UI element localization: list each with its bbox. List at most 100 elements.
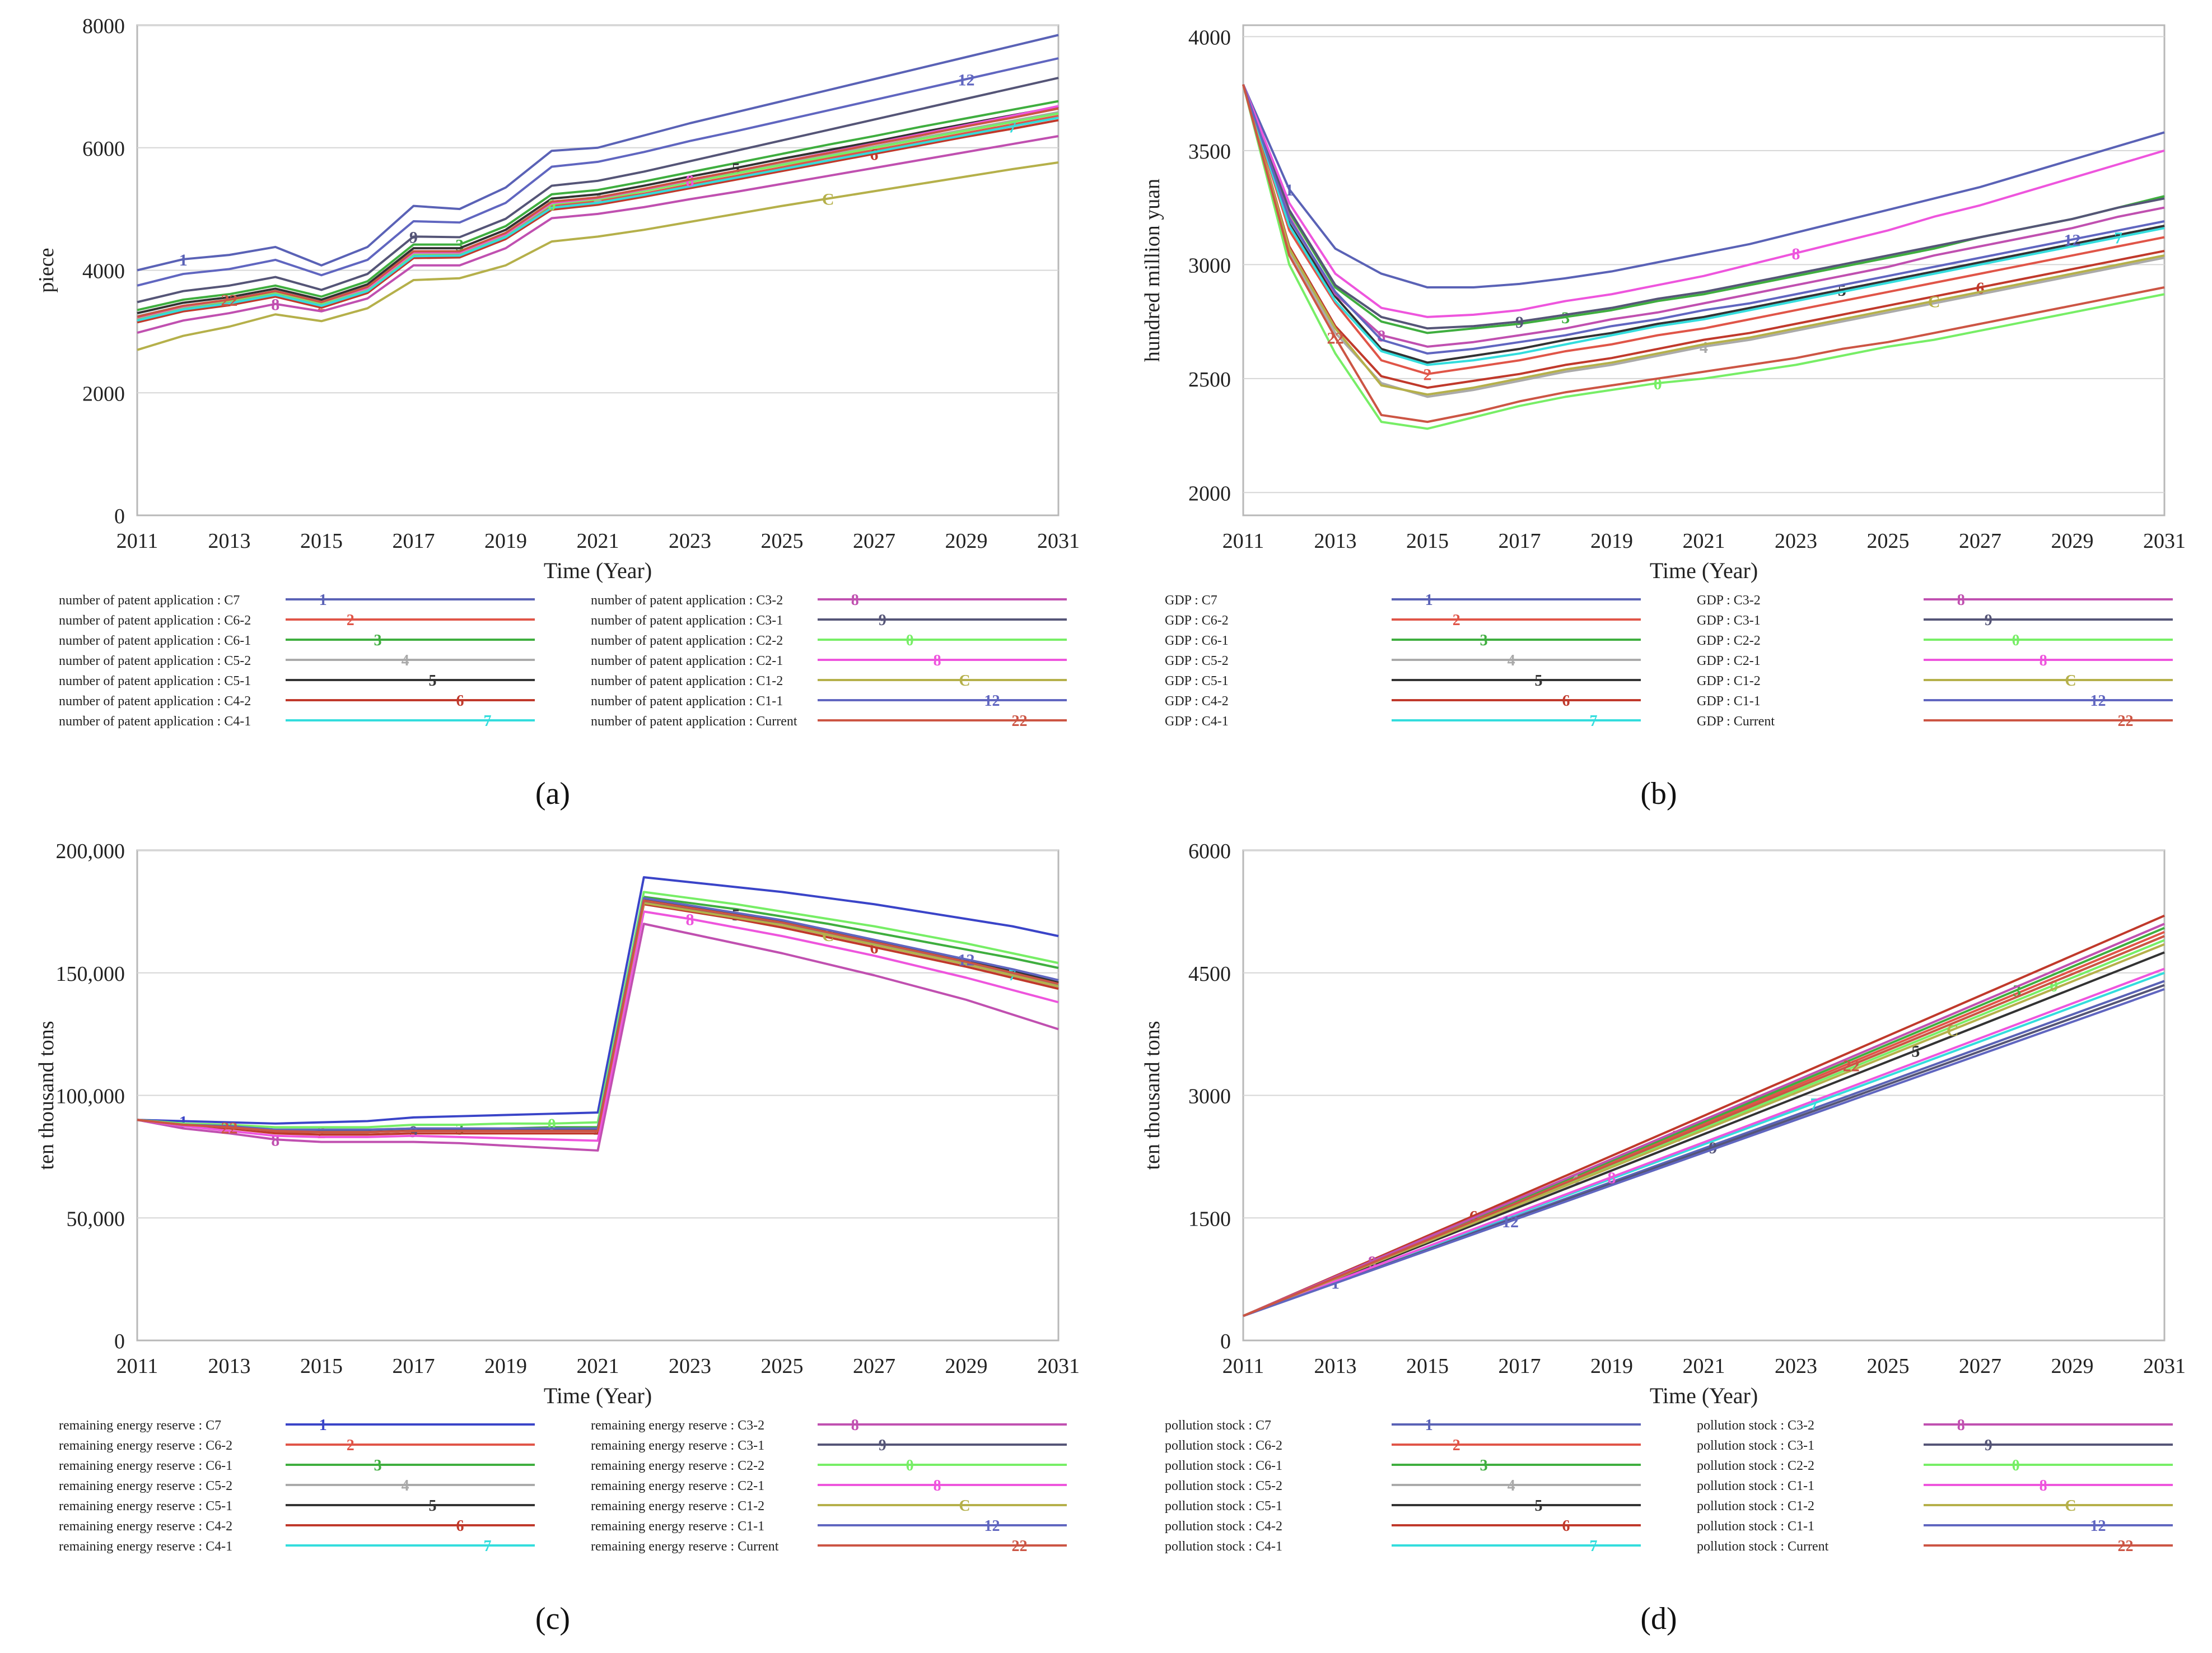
series-marker: 8 xyxy=(271,1131,279,1149)
y-tick-label: 150,000 xyxy=(56,962,125,986)
legend-marker: 8 xyxy=(1957,592,1965,609)
series-line-c2-2 xyxy=(137,891,1059,1129)
x-axis-label: Time (Year) xyxy=(1650,1383,1758,1408)
panel-a: 0 2000 4000 6000 8000 2011 2013 2015 2017 2019 202… xyxy=(0,0,1106,828)
panel-label: (c) xyxy=(535,1601,570,1636)
legend-label: remaining energy reserve : Current xyxy=(591,1539,779,1554)
legend-label: number of patent application : C5-2 xyxy=(59,654,251,668)
x-tick-label: 2031 xyxy=(2143,1354,2186,1378)
legend-label: pollution stock : C2-2 xyxy=(1697,1459,1814,1473)
y-tick-label: 6000 xyxy=(1188,840,1231,863)
x-tick-label: 2023 xyxy=(669,529,711,553)
x-tick-label: 2017 xyxy=(393,1354,435,1378)
y-tick-label: 1500 xyxy=(1188,1207,1231,1231)
x-tick-label: 2013 xyxy=(208,1354,251,1378)
y-axis-label: piece xyxy=(35,248,58,292)
series-line-c1-2 xyxy=(1243,943,2165,1317)
legend-label: GDP : C5-1 xyxy=(1165,674,1229,688)
series-line-c7 xyxy=(1242,84,2165,289)
legend-label: remaining energy reserve : C4-1 xyxy=(59,1539,232,1554)
x-tick-label: 2029 xyxy=(945,1354,988,1378)
legend-label: GDP : C3-2 xyxy=(1697,593,1761,608)
legend-marker: 22 xyxy=(2117,713,2133,730)
series-line-c7 xyxy=(137,34,1059,272)
legend-marker: 6 xyxy=(456,1517,464,1535)
x-tick-label: 2029 xyxy=(945,529,988,553)
series-line-c2-1 xyxy=(1242,84,2165,318)
legend-label: GDP : C6-1 xyxy=(1165,634,1229,648)
legend-marker: 8 xyxy=(2040,652,2047,669)
legend-label: GDP : C6-2 xyxy=(1165,613,1229,628)
legend-label: number of patent application : C4-1 xyxy=(59,714,251,729)
legend-marker: 5 xyxy=(429,1497,437,1515)
legend-label: GDP : C7 xyxy=(1165,593,1217,608)
x-tick-label: 2013 xyxy=(1314,1354,1357,1378)
legend-label: number of patent application : C1-1 xyxy=(591,694,783,709)
legend-label: pollution stock : C1-2 xyxy=(1697,1499,1814,1514)
legend-marker: 1 xyxy=(319,592,327,609)
legend-label: pollution stock : C4-1 xyxy=(1165,1539,1282,1554)
legend-label: GDP : C4-1 xyxy=(1165,714,1229,729)
series-marker: 9 xyxy=(409,228,418,246)
series-marker: 1 xyxy=(179,251,188,269)
legend-marker: 22 xyxy=(2117,1538,2133,1555)
legend-label: GDP : C4-2 xyxy=(1165,694,1229,709)
legend-marker: 0 xyxy=(906,632,914,649)
legend-marker: 9 xyxy=(1985,1437,1992,1454)
series-line-c3-2 xyxy=(1242,84,2165,348)
legend-marker: 9 xyxy=(879,612,886,629)
y-tick-label: 8000 xyxy=(82,15,125,38)
legend-label: remaining energy reserve : C1-1 xyxy=(591,1519,764,1534)
series-marker: C xyxy=(822,190,834,209)
series-marker: C xyxy=(1928,292,1940,311)
legend-marker: C xyxy=(2065,672,2076,690)
legend-label: remaining energy reserve : C6-2 xyxy=(59,1438,232,1453)
legend-marker: 1 xyxy=(1425,592,1433,609)
series-marker: 5 xyxy=(1911,1042,1920,1061)
y-tick-label: 3000 xyxy=(1188,1085,1231,1109)
x-tick-label: 2019 xyxy=(1590,1354,1633,1378)
series-line-c2-1 xyxy=(137,910,1059,1142)
y-tick-label: 0 xyxy=(114,505,125,528)
panel-d: 0 1500 3000 4500 6000 2011 2013 2015 2017 2019 202… xyxy=(1106,825,2212,1653)
legend-label: number of patent application : C1-2 xyxy=(591,674,783,688)
legend-marker: 2 xyxy=(1453,1437,1460,1454)
legend-label: number of patent application : C6-1 xyxy=(59,634,251,648)
x-tick-label: 2013 xyxy=(208,529,251,553)
series-line-c4-2 xyxy=(1243,914,2165,1317)
x-tick-label: 2017 xyxy=(1499,1354,1541,1378)
panel-label: (b) xyxy=(1640,776,1677,811)
legend-marker: 8 xyxy=(2040,1477,2047,1494)
series-line-c1-1 xyxy=(1243,988,2165,1317)
x-tick-label: 2023 xyxy=(669,1354,711,1378)
legend-label: remaining energy reserve : C2-1 xyxy=(591,1479,764,1493)
legend-marker: 0 xyxy=(906,1457,914,1474)
x-tick-label: 2027 xyxy=(853,1354,895,1378)
x-tick-label: 2015 xyxy=(1406,1354,1449,1378)
legend-marker: 12 xyxy=(2090,1517,2106,1535)
series-marker: 12 xyxy=(2064,231,2081,250)
legend-label: GDP : C1-1 xyxy=(1697,694,1761,709)
x-tick-label: 2029 xyxy=(2051,1354,2094,1378)
legend-marker: 6 xyxy=(1562,692,1570,710)
x-tick-label: 2025 xyxy=(1867,529,1910,553)
series-line-c5-1 xyxy=(137,105,1059,315)
legend-label: pollution stock : Current xyxy=(1697,1539,1829,1554)
series-marker: 7 xyxy=(2114,229,2122,247)
panel-c: 0 50,000 100,000 150,000 200,000 2011 2013 2015… xyxy=(0,825,1106,1653)
x-tick-label: 2031 xyxy=(1037,529,1080,553)
y-tick-label: 6000 xyxy=(82,137,125,161)
legend-marker: 7 xyxy=(1589,713,1597,730)
series-marker: 4 xyxy=(1700,338,1708,357)
legend-label: remaining energy reserve : C4-2 xyxy=(59,1519,232,1534)
legend-label: remaining energy reserve : C3-1 xyxy=(591,1438,764,1453)
series-line-c3-1 xyxy=(1242,84,2165,330)
series-marker: 3 xyxy=(1561,309,1570,327)
legend-label: GDP : C1-2 xyxy=(1697,674,1761,688)
series-line-c3-2 xyxy=(1243,923,2165,1317)
legend-marker: 4 xyxy=(1508,652,1515,669)
